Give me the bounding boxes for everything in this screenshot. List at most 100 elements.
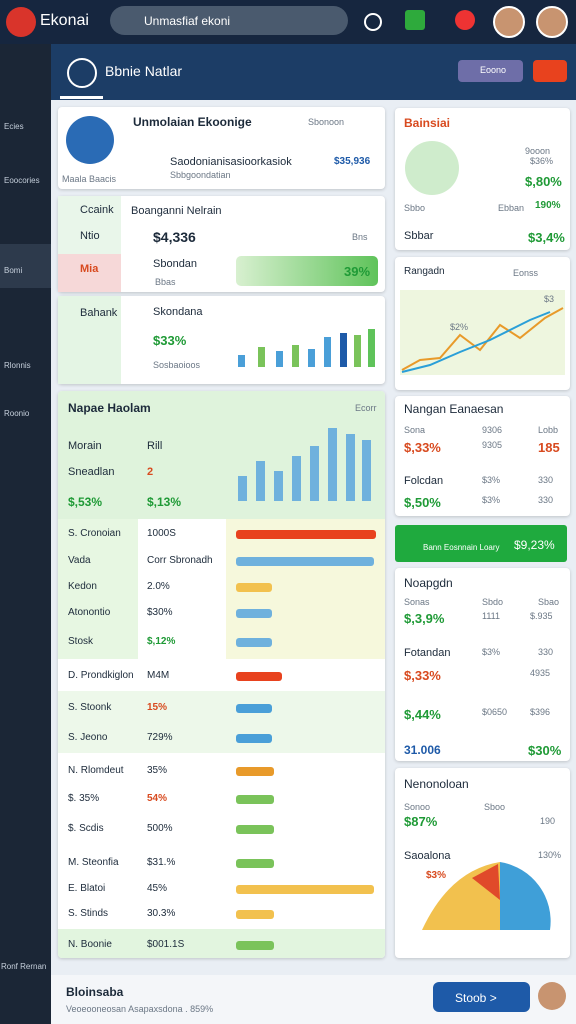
label: 130% — [538, 850, 562, 860]
caption: Maala Baacis — [62, 174, 117, 184]
row-bar — [236, 941, 274, 950]
row-bar — [236, 910, 274, 919]
tab: Bahank — [80, 307, 118, 319]
row-value: 729% — [147, 732, 173, 743]
avatar[interactable] — [538, 982, 566, 1010]
cell: 330 — [538, 475, 554, 485]
nav-label: Roonio — [4, 409, 30, 418]
label: Sbbar — [404, 230, 434, 242]
cell: Sbdo — [482, 597, 504, 607]
cell: 31.006 — [404, 743, 441, 757]
progress-bar — [236, 256, 378, 286]
label: 190% — [535, 200, 561, 211]
row-bar — [236, 583, 272, 592]
illustration — [405, 141, 459, 195]
filter-button[interactable] — [458, 60, 523, 82]
nav-label: Ecies — [4, 122, 24, 131]
action: Ecorr — [355, 403, 377, 413]
action-button[interactable] — [533, 60, 567, 82]
pie-chart — [422, 862, 551, 930]
table-title: Napae Haolam — [68, 401, 151, 415]
cell: 2 — [147, 466, 154, 478]
row-label: $. Scdis — [68, 823, 104, 834]
filter-label: Eoono — [480, 65, 507, 75]
cell: $,33% — [404, 668, 441, 683]
cell: Folcdan — [404, 475, 444, 487]
search-box[interactable] — [110, 6, 348, 35]
row-value: $001.1S — [147, 939, 185, 950]
label: Ebban — [498, 203, 525, 213]
cell: Rill — [147, 440, 163, 452]
row-label: M. Steonfia — [68, 857, 119, 868]
row-bar — [236, 609, 272, 618]
amount: $35,936 — [334, 156, 371, 167]
card-title: Skondana — [153, 306, 203, 318]
tab-column — [58, 296, 121, 384]
row-value: $30% — [147, 607, 173, 618]
percent: 39% — [344, 264, 371, 279]
avatar[interactable] — [493, 6, 525, 38]
label: $36% — [530, 156, 554, 166]
header-icon — [67, 58, 97, 88]
tag: Sbonoon — [308, 117, 345, 127]
footer-title: Bloinsaba — [66, 985, 124, 999]
row-value: $31.% — [147, 857, 176, 868]
cell: $.935 — [530, 611, 553, 621]
cell: 9305 — [482, 440, 503, 450]
cell: Fotandan — [404, 647, 451, 659]
alert-icon[interactable] — [455, 10, 475, 30]
page-title: Bbnie Natlar — [105, 63, 183, 79]
mini-chart — [400, 290, 565, 375]
cell: 185 — [538, 440, 560, 455]
tab: Ccaink — [80, 204, 114, 216]
footer-button-label: Stoob > — [455, 991, 497, 1005]
search-text: Unmasfiaf ekoni — [144, 14, 231, 28]
cell: $3% — [482, 647, 501, 657]
cell: Sona — [404, 425, 426, 435]
table-card — [58, 391, 385, 958]
cell: Sbao — [538, 597, 560, 607]
row-value: $,12% — [147, 636, 176, 647]
row-label: $. 35% — [68, 793, 100, 804]
label: Saoalona — [404, 850, 451, 862]
settings-icon[interactable] — [364, 13, 382, 31]
label: Sboo — [484, 802, 506, 812]
cell: $,13% — [147, 495, 182, 509]
header-underline — [60, 96, 103, 99]
mini-bar-chart — [238, 329, 375, 367]
item: Saodonianisasioorkasiok — [170, 156, 292, 168]
row-label: E. Blatoi — [68, 883, 106, 894]
row-label: S. Jeono — [68, 732, 108, 743]
cell: $,3,9% — [404, 611, 445, 626]
card-title: Nenonoloan — [404, 777, 469, 791]
row-bar — [236, 825, 274, 834]
cell: $396 — [530, 707, 551, 717]
name: Sbondan — [153, 258, 198, 270]
avatar[interactable] — [536, 6, 568, 38]
row-label: D. Prondkiglon — [68, 670, 134, 681]
row-value: 54% — [147, 793, 168, 804]
footer-button[interactable] — [433, 982, 530, 1012]
card-title: Boanganni Nelrain — [131, 205, 222, 217]
tag: $2% — [450, 322, 469, 332]
nav-label: Ronf Rernan — [1, 962, 47, 971]
nav-label: Rlonnis — [4, 361, 31, 370]
cell: Lobb — [538, 425, 559, 435]
row-value: 30.3% — [147, 908, 176, 919]
banner-value: $9,23% — [514, 538, 555, 552]
cell: $,53% — [68, 495, 103, 509]
row-label: Stosk — [68, 636, 94, 647]
tab: Mia — [80, 263, 99, 275]
label: Sbbo — [404, 203, 426, 213]
cell: $,33% — [404, 440, 441, 455]
card-title: Rangadn — [404, 266, 445, 277]
row-value: 1000S — [147, 528, 176, 539]
cell: $0650 — [482, 707, 508, 717]
notification-icon[interactable] — [405, 10, 425, 30]
banner — [395, 525, 567, 562]
label: $,80% — [525, 174, 562, 189]
tag: $3 — [544, 294, 555, 304]
cell: $,50% — [404, 495, 441, 510]
cell: Sonas — [404, 597, 430, 607]
